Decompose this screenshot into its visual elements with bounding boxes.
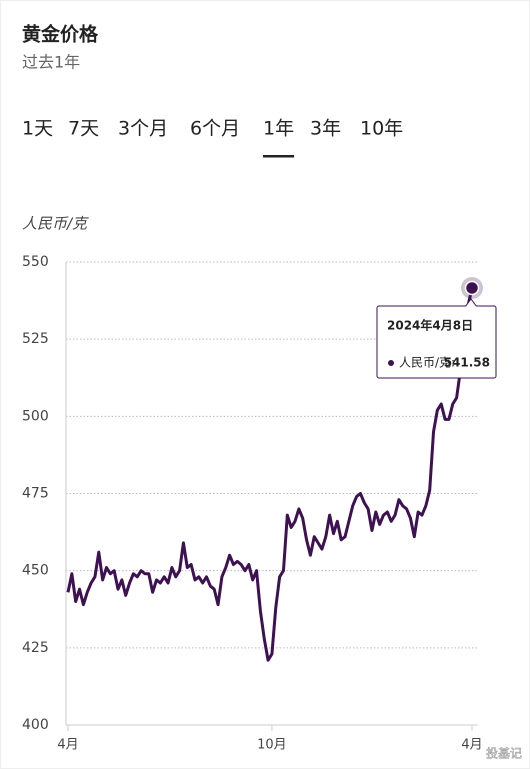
y-tick-label: 500 bbox=[22, 408, 49, 424]
watermark: 投基记 bbox=[486, 746, 522, 761]
y-tick-label: 450 bbox=[22, 563, 49, 579]
tooltip-bullet bbox=[388, 360, 394, 366]
x-tick-label: 4月 bbox=[57, 738, 78, 753]
tooltip-pointer-cover bbox=[463, 306, 479, 309]
time-range-tab[interactable]: 10年 bbox=[360, 118, 403, 140]
x-tick-label: 10月 bbox=[257, 738, 287, 753]
tooltip-box bbox=[376, 305, 497, 379]
y-tick-label: 425 bbox=[22, 640, 49, 656]
chart-subtitle: 过去1年 bbox=[22, 53, 80, 72]
tooltip-label: 人民币/克: bbox=[399, 356, 455, 370]
y-axis-label: 人民币/克 bbox=[22, 215, 89, 233]
chart-title: 黄金价格 bbox=[22, 23, 99, 46]
y-tick-label: 400 bbox=[22, 717, 49, 733]
tooltip-value: 541.58 bbox=[444, 356, 490, 370]
y-tick-label: 525 bbox=[22, 331, 49, 347]
tooltip-title: 2024年4月8日 bbox=[387, 318, 473, 333]
y-tick-label: 550 bbox=[22, 254, 49, 270]
x-tick-label: 4月 bbox=[461, 738, 482, 753]
hover-point bbox=[464, 280, 480, 296]
tab-underline bbox=[263, 155, 295, 158]
y-tick-label: 475 bbox=[22, 486, 49, 502]
price-line bbox=[66, 287, 474, 662]
time-range-tab[interactable]: 7天 bbox=[68, 118, 99, 140]
time-range-tab[interactable]: 3个月 bbox=[118, 118, 168, 140]
time-range-tab[interactable]: 1年 bbox=[263, 118, 294, 140]
time-range-tab[interactable]: 6个月 bbox=[190, 118, 240, 140]
time-range-tab[interactable]: 1天 bbox=[22, 118, 53, 140]
time-range-tab[interactable]: 3年 bbox=[310, 118, 341, 140]
